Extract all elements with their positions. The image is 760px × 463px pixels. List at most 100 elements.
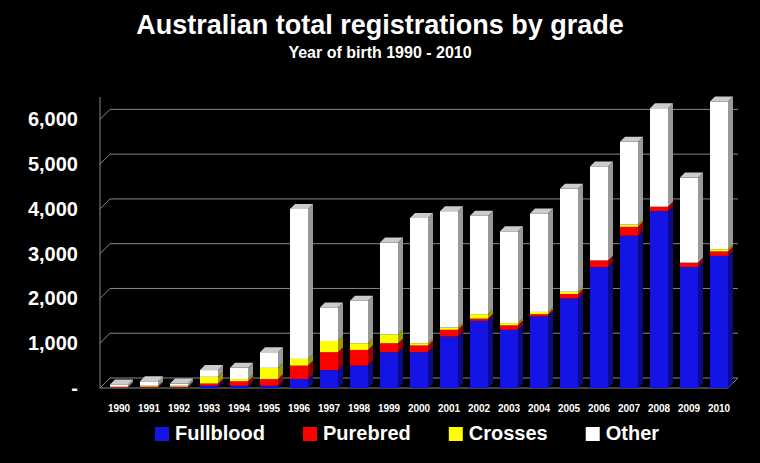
x-tick-label: 2010 (708, 403, 731, 414)
bar-segment (590, 260, 608, 267)
bar-segment (170, 384, 188, 386)
bar-segment (680, 178, 698, 263)
bar-segment (200, 377, 218, 384)
bar-segment (260, 368, 278, 379)
bar-top (200, 365, 223, 370)
bar-segment (500, 330, 518, 388)
bar-segment (350, 343, 368, 350)
bar-top (350, 296, 373, 301)
grid-line (100, 199, 110, 209)
grid-line (100, 244, 110, 254)
bar-side (458, 332, 463, 388)
bar-side (488, 211, 493, 314)
bar-top (470, 211, 493, 216)
grid-line (110, 198, 738, 199)
bar-segment (710, 101, 728, 249)
bar-side (698, 173, 703, 263)
bar-side (398, 347, 403, 388)
bar-segment (230, 368, 248, 379)
bar-segment (530, 312, 548, 314)
bar-segment (530, 213, 548, 311)
bar-segment (290, 359, 308, 366)
bar-segment (710, 251, 728, 255)
bar-side (458, 206, 463, 327)
bar-segment (470, 216, 488, 314)
bar-segment (560, 294, 578, 298)
x-tick-label: 1995 (258, 403, 281, 414)
bar-segment (710, 249, 728, 251)
y-tick-label: 6,000 (28, 108, 78, 130)
x-tick-label: 1992 (168, 403, 191, 414)
bar-segment (200, 370, 218, 377)
bar-segment (560, 189, 578, 292)
x-tick-label: 2003 (498, 403, 521, 414)
bar-side (608, 262, 613, 388)
x-tick-label: 1999 (378, 403, 401, 414)
bar-side (578, 293, 583, 388)
bar-segment (680, 263, 698, 267)
bar-segment (530, 314, 548, 316)
legend-swatch (155, 427, 169, 441)
grid-line (100, 378, 110, 388)
bar-segment (500, 325, 518, 329)
bar-segment (590, 166, 608, 260)
bar-segment (530, 316, 548, 388)
bar-segment (320, 352, 338, 370)
bar-segment (320, 341, 338, 352)
bar-side (398, 238, 403, 335)
grid-line (110, 154, 738, 155)
grid-line (100, 154, 110, 164)
bar-top (260, 347, 283, 352)
bar-side (608, 161, 613, 260)
bar-segment (200, 386, 218, 388)
x-tick-label: 2008 (648, 403, 671, 414)
bar-top (320, 302, 343, 307)
bar-side (518, 226, 523, 323)
bar-side (518, 325, 523, 388)
bar-segment (350, 366, 368, 388)
legend: FullbloodPurebredCrossesOther (155, 422, 659, 444)
bar-segment (350, 301, 368, 344)
bar-segment (230, 381, 248, 385)
bar-segment (410, 345, 428, 352)
x-tick-label: 2001 (438, 403, 461, 414)
bar-segment (200, 384, 218, 386)
bar-side (578, 184, 583, 292)
subtitle: Year of birth 1990 - 2010 (288, 44, 471, 61)
x-tick-label: 1993 (198, 403, 221, 414)
bar-side (638, 231, 643, 388)
bar-top (410, 213, 433, 218)
bar-segment (170, 387, 188, 388)
bar-top (650, 103, 673, 108)
bar-segment (470, 314, 488, 318)
grid-line (100, 109, 110, 119)
bar-top (560, 184, 583, 189)
title: Australian total registrations by grade (136, 10, 624, 40)
bar-segment (620, 142, 638, 225)
y-tick-label: 5,000 (28, 153, 78, 175)
bar-segment (110, 384, 128, 386)
bar-side (668, 103, 673, 206)
bar-segment (290, 379, 308, 388)
bar-top (710, 96, 733, 101)
grid-line (110, 109, 738, 110)
bar-side (548, 311, 553, 388)
x-tick-label: 2006 (588, 403, 611, 414)
bar-segment (440, 337, 458, 388)
bar-side (368, 296, 373, 344)
legend-swatch (449, 427, 463, 441)
bar-top (290, 204, 313, 209)
bar-segment (560, 298, 578, 388)
bar-segment (170, 386, 188, 388)
x-tick-label: 1991 (138, 403, 161, 414)
chart: Australian total registrations by grade Y… (0, 0, 760, 463)
legend-label: Crosses (469, 422, 548, 444)
bar-side (728, 96, 733, 249)
bar-segment (410, 352, 428, 388)
bar-segment (560, 292, 578, 294)
bar-segment (260, 379, 278, 386)
bar-segment (710, 256, 728, 388)
x-tick-label: 2000 (408, 403, 431, 414)
bar-side (668, 206, 673, 388)
bar-top (620, 137, 643, 142)
